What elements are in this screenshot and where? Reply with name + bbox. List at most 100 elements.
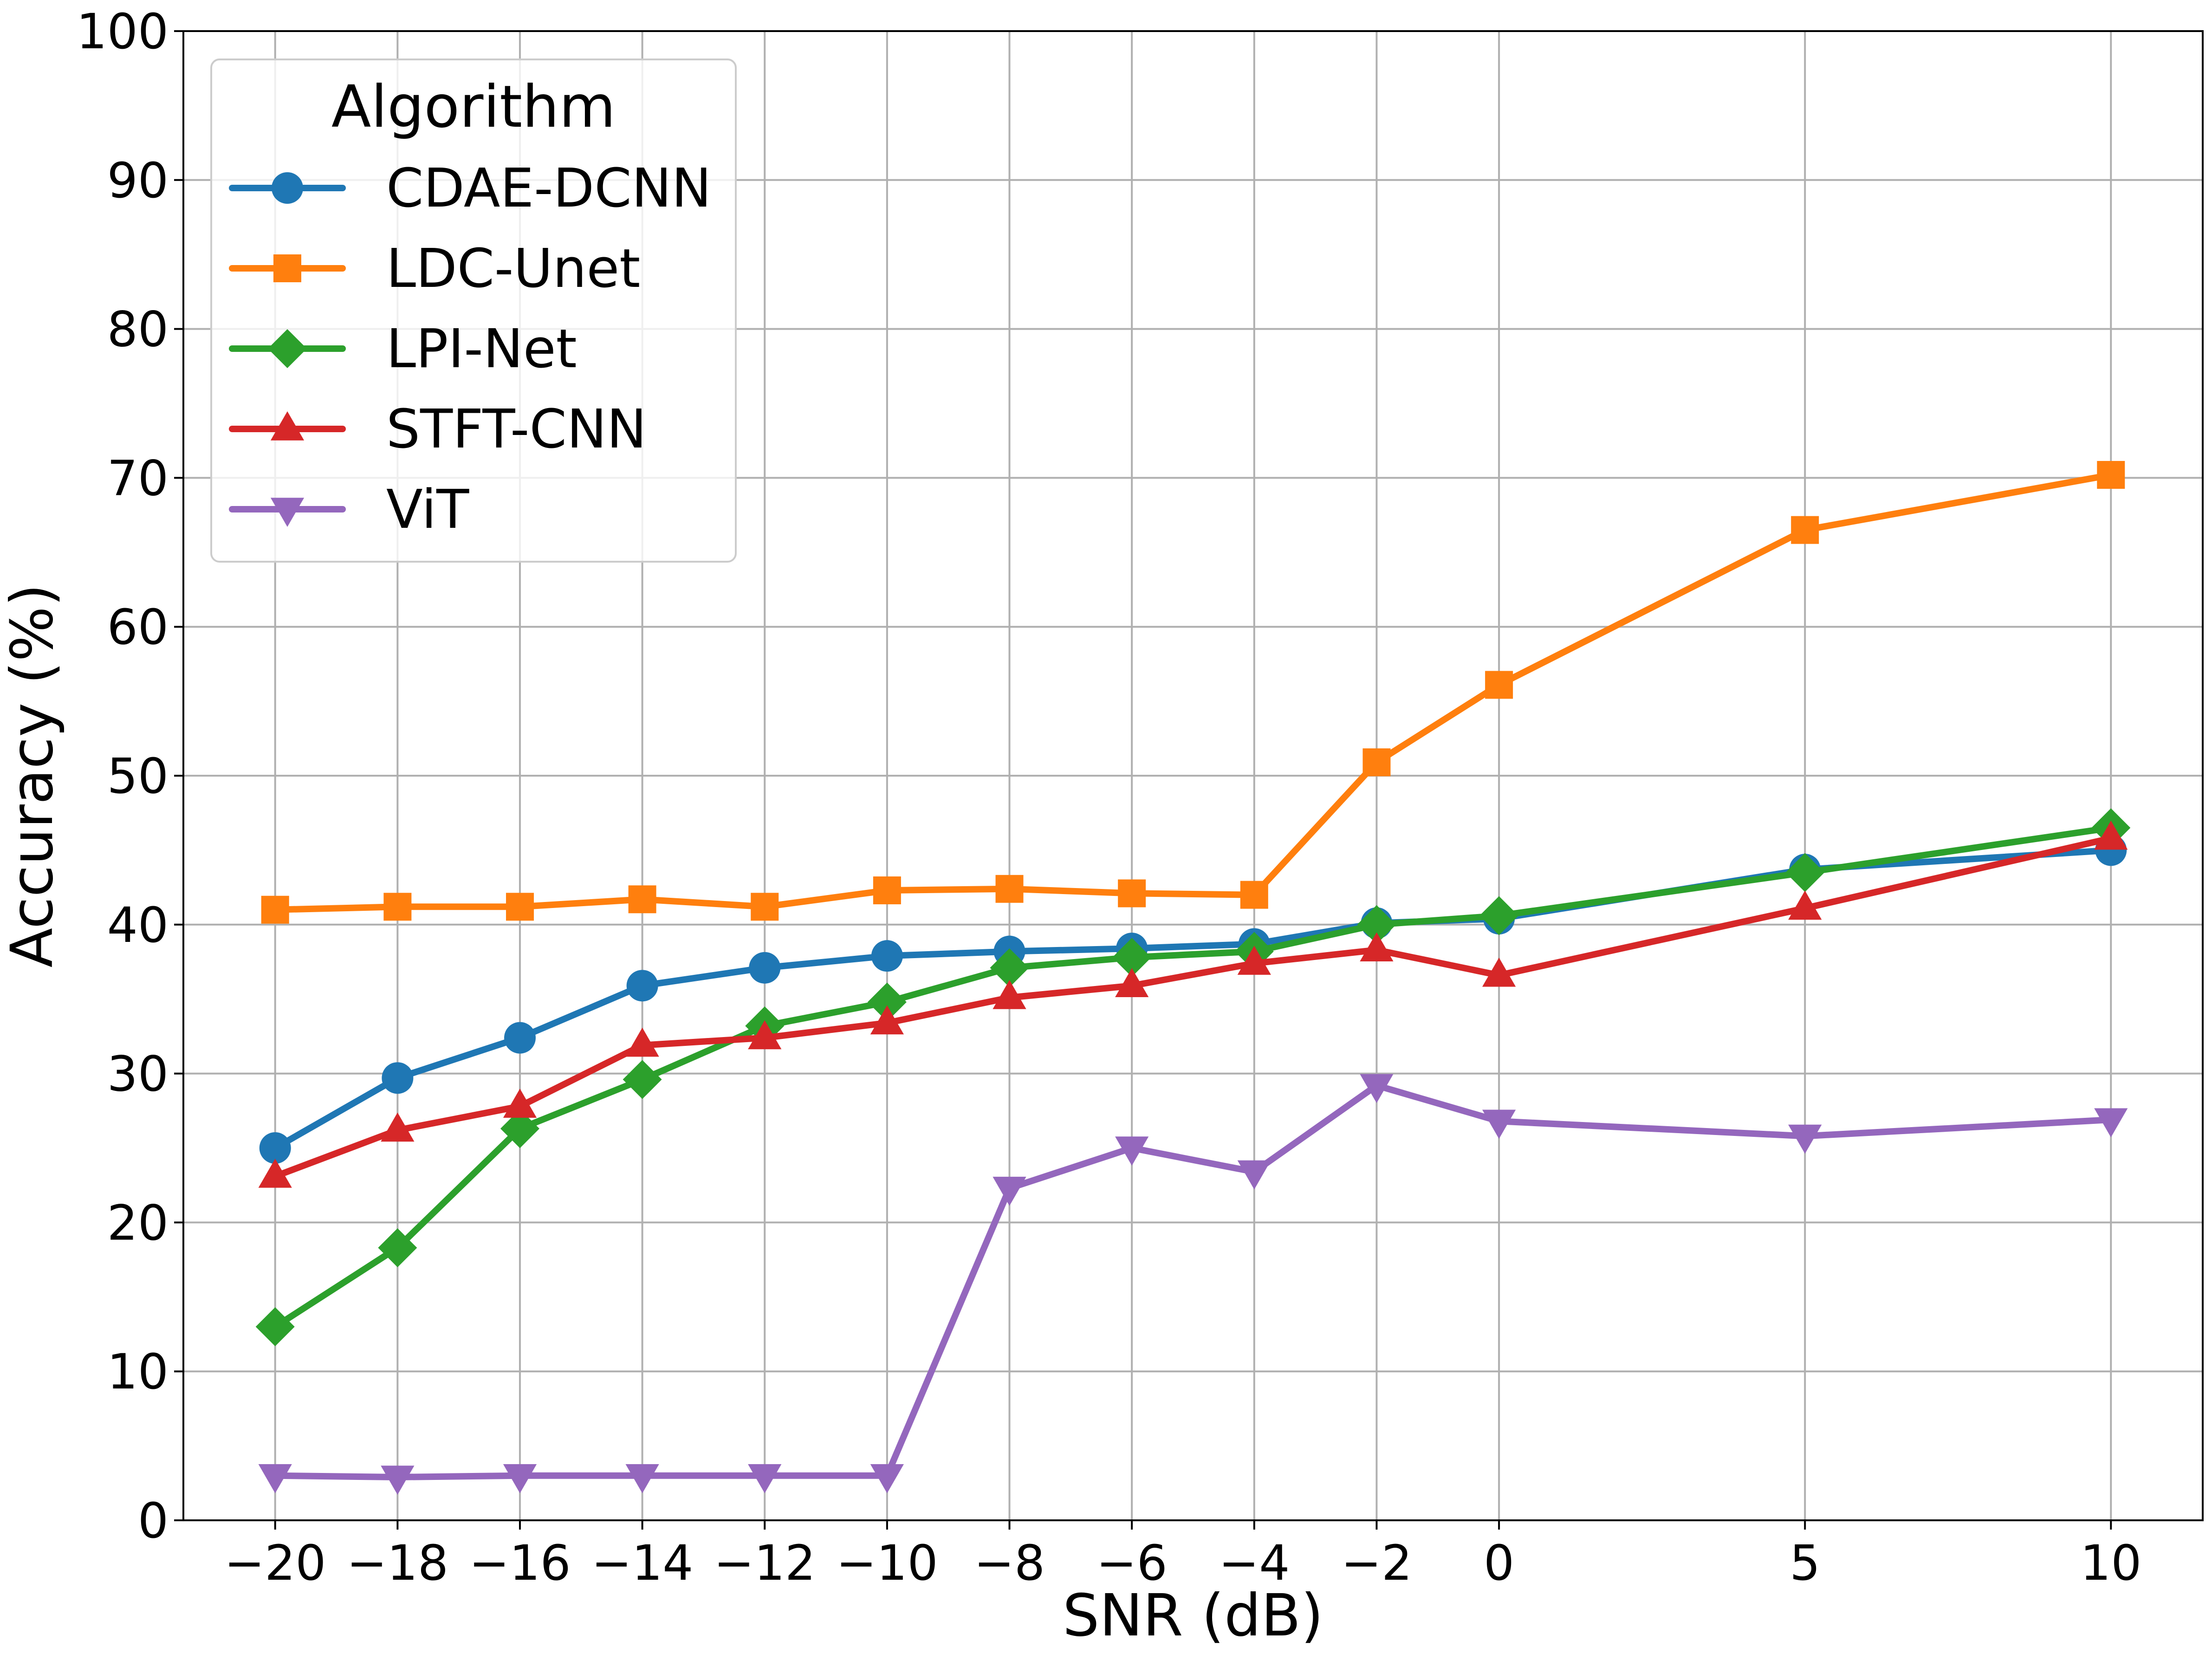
data-point	[1785, 853, 1825, 892]
legend: Algorithm CDAE-DCNN LDC-Unet LPI-Net STFT-CN…	[210, 58, 737, 563]
legend-entry: ViT	[229, 479, 469, 541]
legend-title: Algorithm	[331, 73, 616, 141]
data-point	[2094, 820, 2128, 850]
data-point	[378, 1228, 417, 1267]
x-tick-label: 5	[1790, 1535, 1820, 1591]
x-tick-label: −8	[974, 1535, 1045, 1591]
series-ldc-unet	[261, 461, 2125, 924]
y-tick-label: 50	[107, 748, 169, 804]
data-point	[873, 876, 901, 905]
legend-label: LPI-Net	[386, 318, 577, 380]
x-tick-label: −12	[714, 1535, 816, 1591]
data-point	[1237, 1160, 1271, 1190]
data-point	[1788, 1124, 1822, 1154]
data-series	[255, 461, 2131, 1495]
data-point	[1360, 932, 1394, 962]
axes: −20 −18 −16 −14 −12 −10 −8 −6 −4 −2 0 5 100102030405…	[76, 3, 2204, 1591]
y-tick-label: 20	[107, 1194, 169, 1251]
data-point	[871, 940, 903, 972]
x-tick-label: 10	[2080, 1535, 2141, 1591]
data-point	[1791, 516, 1819, 544]
x-tick-label: −20	[224, 1535, 326, 1591]
data-point	[381, 1112, 415, 1142]
data-point	[1482, 957, 1516, 987]
y-tick-label: 10	[107, 1343, 169, 1400]
data-point	[1360, 1074, 1394, 1103]
data-point	[748, 1020, 782, 1050]
data-point	[870, 1005, 904, 1035]
x-tick-label: −18	[347, 1535, 448, 1591]
series-vit	[258, 1074, 2128, 1495]
y-tick-label: 0	[138, 1492, 169, 1549]
data-point	[500, 1109, 539, 1148]
data-point	[381, 1466, 415, 1495]
data-point	[2097, 461, 2125, 489]
legend-entry: CDAE-DCNN	[229, 157, 712, 220]
data-point	[1485, 671, 1513, 699]
data-point	[1237, 946, 1271, 975]
data-point	[1362, 748, 1391, 777]
data-point	[625, 1027, 659, 1057]
y-tick-label: 70	[107, 450, 169, 506]
data-point	[1118, 879, 1146, 908]
data-point	[1240, 881, 1268, 909]
legend-marker	[270, 411, 305, 441]
data-point	[748, 1464, 782, 1493]
legend-label: CDAE-DCNN	[386, 157, 712, 220]
data-point	[992, 1176, 1026, 1206]
y-tick-label: 80	[107, 301, 169, 358]
x-tick-label: −16	[469, 1535, 571, 1591]
legend-marker	[270, 498, 305, 527]
legend-label: STFT-CNN	[386, 398, 647, 461]
data-point	[623, 1060, 662, 1099]
x-axis-title: SNR (dB)	[1063, 1582, 1323, 1649]
data-point	[1482, 1109, 1516, 1139]
data-point	[258, 1464, 292, 1493]
legend-entry: STFT-CNN	[229, 398, 647, 461]
data-point	[751, 893, 779, 921]
data-point	[382, 1062, 414, 1094]
data-point	[261, 895, 289, 924]
data-point	[503, 1089, 537, 1118]
data-point	[870, 1464, 904, 1493]
data-point	[1112, 938, 1152, 977]
data-point	[1357, 905, 1396, 944]
legend-entry: LPI-Net	[229, 318, 577, 380]
x-tick-label: −14	[591, 1535, 693, 1591]
data-point	[867, 982, 907, 1022]
x-tick-label: 0	[1484, 1535, 1514, 1591]
data-point	[1115, 1136, 1149, 1166]
data-point	[383, 893, 412, 921]
data-point	[1788, 890, 1822, 920]
data-point	[258, 1158, 292, 1188]
data-point	[626, 970, 658, 1002]
x-tick-label: −10	[836, 1535, 938, 1591]
legend-label: ViT	[386, 479, 469, 541]
data-point	[504, 1022, 536, 1054]
x-tick-label: −6	[1096, 1535, 1168, 1591]
legend-marker	[268, 329, 307, 368]
data-point	[503, 1464, 537, 1493]
data-point	[749, 952, 781, 984]
data-point	[2094, 1108, 2128, 1138]
data-point	[1479, 896, 1519, 935]
data-point	[255, 1307, 295, 1346]
data-point	[990, 948, 1029, 987]
data-point	[506, 893, 534, 921]
data-point	[259, 1132, 291, 1164]
data-point	[992, 979, 1026, 1009]
legend-entry: LDC-Unet	[229, 238, 640, 300]
x-tick-label: −4	[1219, 1535, 1290, 1591]
legend-label: LDC-Unet	[386, 238, 640, 300]
y-tick-label: 90	[107, 152, 169, 209]
series-stft-cnn	[258, 820, 2128, 1188]
y-tick-label: 30	[107, 1046, 169, 1103]
legend-marker	[272, 172, 303, 204]
data-point	[1115, 968, 1149, 998]
legend-marker	[273, 254, 301, 282]
data-point	[995, 875, 1024, 903]
data-point	[628, 885, 656, 914]
y-tick-label: 60	[107, 599, 169, 655]
y-axis-title: Accuracy (%)	[0, 584, 66, 968]
